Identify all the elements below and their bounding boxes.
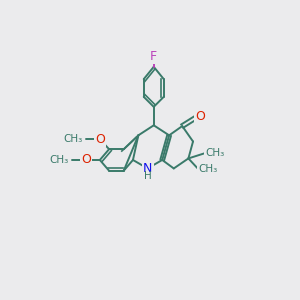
Text: CH₃: CH₃ <box>198 164 217 174</box>
Text: CH₃: CH₃ <box>63 134 82 144</box>
Text: O: O <box>95 133 105 146</box>
Text: CH₃: CH₃ <box>49 155 68 165</box>
Text: CH₃: CH₃ <box>205 148 224 158</box>
Text: H: H <box>144 171 152 181</box>
Text: F: F <box>150 50 157 62</box>
Text: N: N <box>143 162 152 175</box>
Text: O: O <box>81 154 91 166</box>
Text: O: O <box>195 110 205 123</box>
